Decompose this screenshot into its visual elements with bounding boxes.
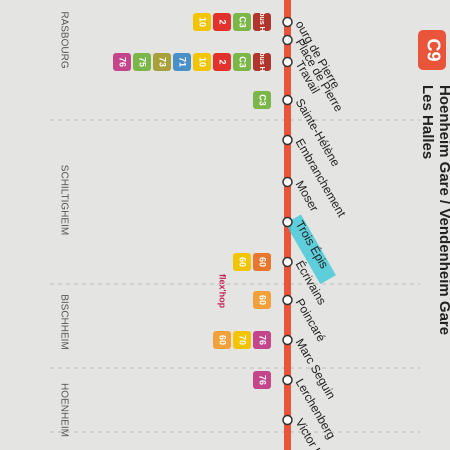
stop: [282, 56, 293, 68]
stop: [282, 134, 293, 146]
stop: [282, 374, 293, 386]
connection-label: 60: [258, 257, 268, 267]
connection-badge: [213, 53, 231, 71]
connection-label: 76: [258, 335, 268, 345]
district-label: BISCHHEIM: [58, 294, 69, 350]
connection-label: 73: [158, 57, 168, 67]
connection-badge: [253, 53, 271, 71]
connection-label: 76: [258, 375, 268, 385]
connection-label: 2: [218, 19, 228, 24]
connection-badge: [113, 53, 131, 71]
connection-label: 10: [198, 57, 208, 67]
connection-label: 60: [258, 295, 268, 305]
connection-label: 60: [238, 257, 248, 267]
connection-label: 60: [218, 335, 228, 345]
connection-badge: [193, 53, 211, 71]
line-badge: [418, 30, 446, 70]
connection-badge: [193, 13, 211, 31]
stop: [282, 334, 293, 346]
district-label: RASBOURG: [58, 11, 69, 68]
highlight: [285, 214, 336, 285]
connection-label: 2: [218, 59, 228, 64]
flex-label: flex'hop: [218, 274, 228, 309]
route-from: Les Halles: [419, 85, 436, 159]
connection-badge: [233, 53, 251, 71]
connection-badge: [253, 13, 271, 31]
stop: [282, 94, 293, 106]
connection-badge: [253, 291, 271, 309]
stop: [282, 256, 293, 268]
line-number: C9: [423, 38, 443, 61]
connection-badge: [233, 331, 251, 349]
connection-label: 71: [178, 57, 188, 67]
connection-badge: [153, 53, 171, 71]
district-label: SCHILTIGHEIM: [58, 165, 69, 235]
stop: [282, 34, 293, 46]
connection-badge: [213, 331, 231, 349]
stop: [282, 414, 293, 426]
stop: [282, 216, 293, 228]
stop: [282, 176, 293, 188]
connection-badge: [213, 13, 231, 31]
connection-label: C3: [258, 94, 268, 106]
stop: [282, 16, 293, 28]
connection-badge: [233, 253, 251, 271]
connection-badge: [253, 371, 271, 389]
connection-label: C3: [238, 56, 248, 68]
route-to: Hoenheim Gare / Vendenheim Gare: [436, 85, 450, 335]
connection-badge: [253, 331, 271, 349]
connection-badge: [173, 53, 191, 71]
district-label: HOENHEIM: [58, 383, 69, 437]
connection-label: bus H: [258, 52, 265, 71]
stop: [282, 294, 293, 306]
connection-label: C3: [238, 16, 248, 28]
connection-badge: [133, 53, 151, 71]
connection-label: bus H: [258, 12, 265, 31]
connection-label: 75: [138, 57, 148, 67]
connection-badge: [253, 91, 271, 109]
connection-label: 76: [118, 57, 128, 67]
connection-badge: [253, 253, 271, 271]
connection-badge: [233, 13, 251, 31]
connection-label: 10: [198, 17, 208, 27]
connection-label: 70: [238, 335, 248, 345]
